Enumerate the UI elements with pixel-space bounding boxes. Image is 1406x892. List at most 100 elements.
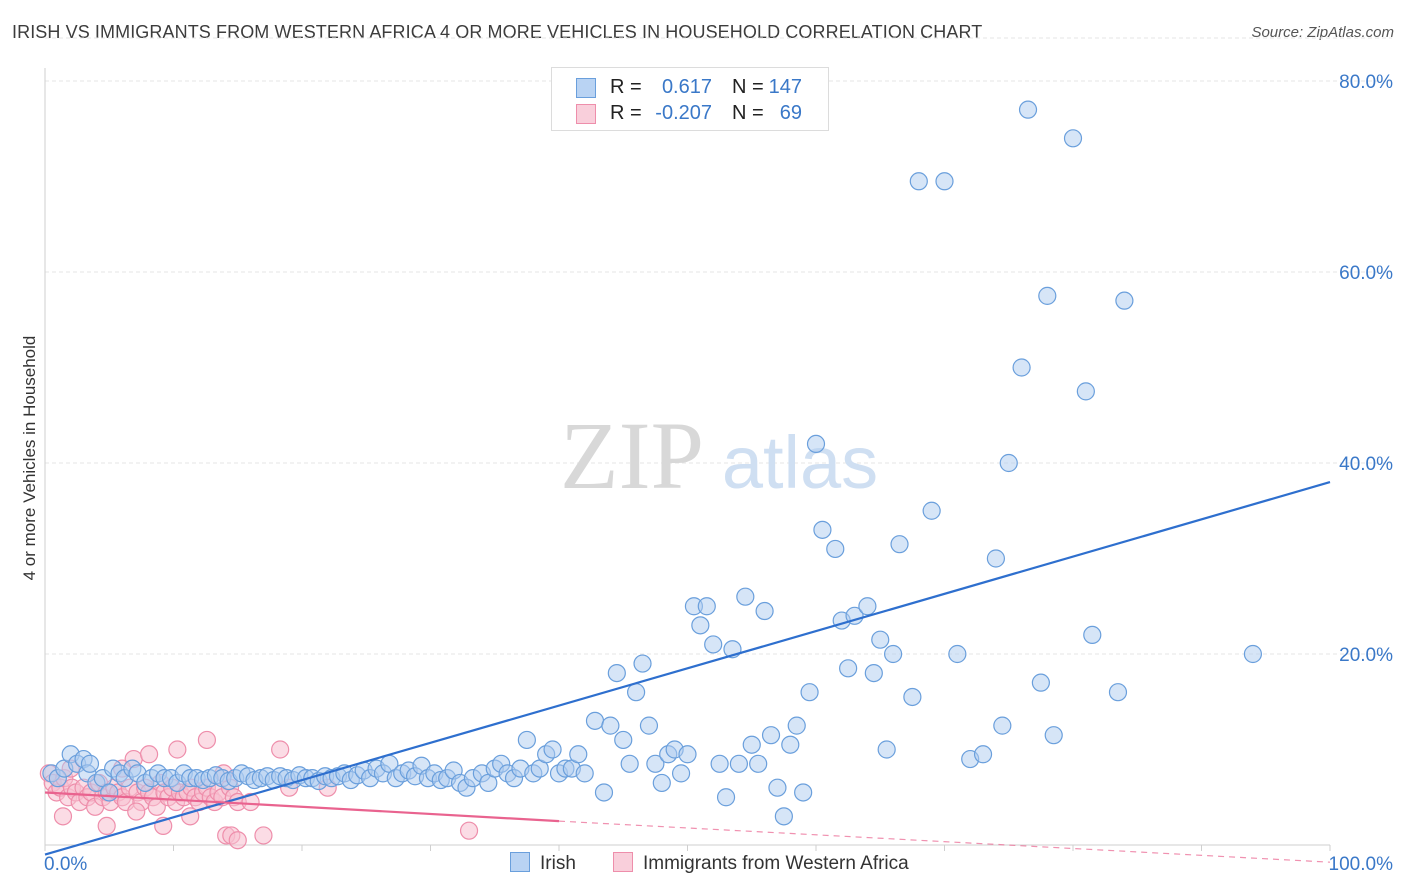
axis-ticks: 20.0% 40.0% 60.0% 80.0% 0.0% 100.0%	[44, 72, 1393, 875]
data-point-irish	[80, 754, 100, 773]
data-point-irish	[614, 730, 633, 750]
data-point-irish	[768, 778, 787, 797]
data-point-western-africa	[459, 821, 479, 840]
data-point-irish	[839, 659, 858, 678]
y-tick-label: 20.0%	[1339, 645, 1393, 666]
data-point-irish	[864, 663, 883, 683]
data-point-irish	[729, 754, 749, 773]
legend-n-value: 69	[779, 102, 802, 124]
legend-n-label: N =	[732, 76, 764, 98]
data-point-irish	[749, 754, 768, 773]
data-point-irish	[1076, 382, 1095, 401]
data-point-irish	[704, 635, 723, 654]
legend-swatch-western-africa	[576, 104, 596, 124]
data-point-irish	[922, 501, 941, 520]
data-point-irish	[697, 597, 716, 616]
data-point-western-africa	[127, 802, 146, 821]
y-tick-label: 40.0%	[1339, 454, 1393, 475]
data-point-western-africa	[197, 730, 217, 750]
data-point-irish	[1031, 673, 1050, 692]
data-point-western-africa	[241, 792, 260, 812]
data-point-irish	[716, 788, 736, 807]
data-point-irish	[736, 587, 755, 606]
data-point-irish	[948, 644, 967, 664]
y-tick-label: 60.0%	[1339, 263, 1393, 284]
data-point-western-africa	[254, 826, 273, 845]
data-point-western-africa	[271, 740, 290, 759]
data-point-western-africa	[228, 831, 247, 850]
data-point-irish	[909, 172, 928, 191]
data-point-irish	[993, 716, 1012, 735]
data-point-irish	[633, 654, 652, 673]
chart-title: IRISH VS IMMIGRANTS FROM WESTERN AFRICA …	[12, 22, 983, 42]
data-point-irish	[800, 683, 819, 702]
legend-r-label: R =	[610, 102, 642, 124]
data-point-irish	[691, 616, 710, 635]
trend-lines	[44, 481, 1331, 863]
watermark-zip: ZIP	[560, 402, 704, 509]
data-point-irish	[883, 644, 903, 664]
data-point-irish	[671, 764, 691, 783]
legend-swatch-irish	[510, 852, 530, 872]
legend-label-western-africa: Immigrants from Western Africa	[643, 853, 909, 874]
data-point-irish	[742, 735, 761, 754]
data-point-irish	[999, 453, 1018, 473]
data-point-irish	[794, 783, 813, 802]
data-point-irish	[601, 716, 620, 735]
data-point-western-africa	[53, 807, 73, 826]
data-point-irish	[1063, 129, 1083, 148]
data-point-irish	[710, 754, 729, 773]
legend-item-western-africa: Immigrants from Western Africa	[613, 852, 909, 875]
legend-row-western-africa: R = -0.207 N = 69	[552, 100, 828, 126]
data-point-irish	[607, 663, 626, 683]
legend-r-label: R =	[610, 76, 642, 98]
legend-n-label: N =	[732, 102, 764, 124]
data-point-irish	[787, 716, 806, 735]
legend-r-value: 0.617	[661, 76, 712, 98]
legend-r-value: -0.207	[655, 102, 712, 124]
data-point-irish	[1083, 625, 1102, 645]
data-point-irish	[871, 630, 890, 649]
data-point-irish	[877, 740, 896, 759]
legend-label-irish: Irish	[540, 853, 576, 874]
data-point-irish	[1108, 683, 1128, 702]
legend-row-irish: R = 0.617 N = 147	[552, 74, 828, 100]
data-point-irish	[903, 687, 922, 707]
data-point-irish	[890, 535, 909, 554]
legend-item-irish: Irish	[510, 852, 576, 875]
legend-n-value: 147	[768, 76, 802, 98]
data-point-irish	[973, 745, 993, 764]
trend-line-western-africa-extension	[558, 820, 1331, 863]
data-point-western-africa	[97, 816, 116, 836]
data-point-irish	[774, 807, 793, 826]
data-point-irish	[543, 740, 562, 759]
data-point-irish	[620, 754, 639, 773]
data-point-irish	[935, 172, 954, 191]
data-point-irish	[1115, 291, 1134, 310]
data-point-irish	[1038, 286, 1057, 305]
data-point-irish	[986, 549, 1006, 568]
data-point-irish	[585, 711, 605, 730]
data-point-irish	[781, 735, 800, 754]
grid-lines	[44, 37, 1392, 846]
data-point-irish	[755, 601, 774, 621]
trend-line-western-africa	[44, 791, 560, 823]
series-legend: Irish Immigrants from Western Africa	[0, 850, 1406, 878]
data-point-irish	[858, 597, 877, 616]
data-point-irish	[806, 434, 826, 453]
x-tick-label: 0.0%	[44, 854, 87, 875]
data-point-irish	[517, 730, 536, 750]
data-point-irish	[569, 745, 588, 764]
y-tick-label: 80.0%	[1339, 72, 1393, 93]
data-point-irish	[1012, 358, 1031, 377]
data-point-irish	[678, 745, 697, 764]
watermark-atlas: atlas	[722, 421, 878, 504]
series-irish-points	[42, 100, 1263, 826]
data-point-irish	[761, 726, 781, 745]
data-point-irish	[652, 773, 671, 793]
data-point-irish	[1018, 100, 1038, 119]
legend-swatch-irish	[576, 78, 596, 98]
data-point-irish	[813, 520, 832, 539]
data-point-irish	[594, 783, 614, 802]
